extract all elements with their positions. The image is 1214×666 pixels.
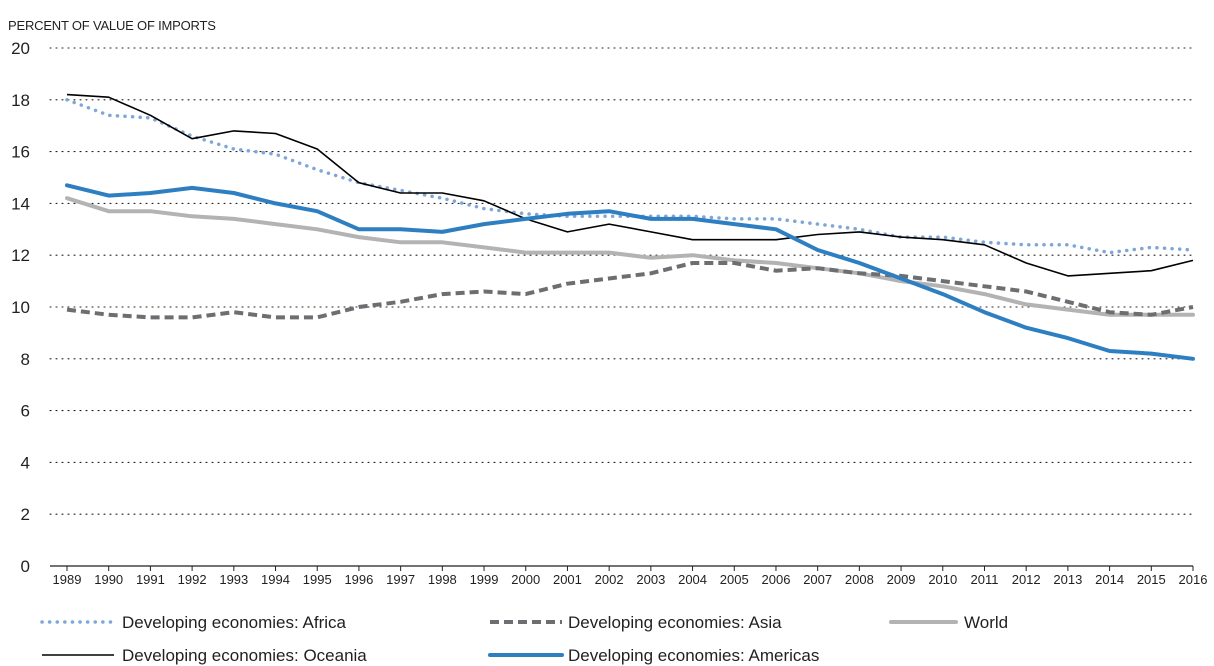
series-line: [66, 93, 1194, 277]
grid-lines: [49, 47, 1194, 515]
x-tick-label: 2009: [887, 572, 916, 587]
x-tick-label: 1990: [94, 572, 123, 587]
series-line: [65, 183, 1195, 361]
x-tick-label: 2011: [970, 572, 998, 587]
x-tick-label: 1991: [136, 572, 165, 587]
x-tick-label: 2013: [1053, 572, 1082, 587]
legend-label: Developing economies: Americas: [568, 646, 819, 665]
x-tick-label: 1997: [386, 572, 415, 587]
x-tick-label: 2008: [845, 572, 874, 587]
x-tick-label: 2010: [928, 572, 957, 587]
y-axis-ticks: 0 2 4 6 8 10 12 14 16 18 20: [11, 39, 30, 576]
x-tick-label: 2004: [678, 572, 707, 587]
x-tick-label: 1993: [219, 572, 248, 587]
y-tick-label: 2: [21, 505, 30, 524]
x-tick-label: 1995: [303, 572, 332, 587]
x-tick-label: 2000: [511, 572, 540, 587]
series-line: [66, 261, 1194, 320]
x-tick-label: 1999: [470, 572, 499, 587]
x-tick-label: 2014: [1095, 572, 1124, 587]
legend-label: World: [964, 613, 1008, 632]
series-lines: [65, 93, 1195, 361]
x-axis: 1989 1990 1991 1992 1993 1994 1995 1996 1997 1998…: [50, 565, 1208, 587]
y-axis-title: PERCENT OF VALUE OF IMPORTS: [8, 18, 216, 33]
y-tick-label: 18: [11, 91, 30, 110]
x-tick-label: 2006: [762, 572, 791, 587]
y-tick-label: 16: [11, 143, 30, 162]
x-tick-label: 2005: [720, 572, 749, 587]
series-line: [65, 98, 1195, 255]
legend-label: Developing economies: Asia: [568, 613, 782, 632]
legend-label: Developing economies: Oceania: [122, 646, 367, 665]
x-tick-label: 2001: [553, 572, 582, 587]
y-tick-label: 14: [11, 194, 30, 213]
y-tick-label: 0: [21, 557, 30, 576]
y-tick-label: 6: [21, 402, 30, 421]
x-tick-label: 2016: [1179, 572, 1208, 587]
y-tick-label: 12: [11, 246, 30, 265]
legend-label: Developing economies: Africa: [122, 613, 347, 632]
legend: Developing economies: Africa Developing e…: [40, 613, 1008, 665]
x-tick-label: 2007: [803, 572, 832, 587]
x-tick-label: 1996: [344, 572, 373, 587]
y-tick-label: 4: [21, 453, 30, 472]
y-tick-label: 10: [11, 298, 30, 317]
x-tick-label: 1989: [53, 572, 82, 587]
x-tick-label: 1994: [261, 572, 290, 587]
x-tick-label: 2002: [595, 572, 624, 587]
x-tick-label: 2012: [1012, 572, 1041, 587]
series-line: [65, 196, 1195, 317]
x-tick-label: 1998: [428, 572, 457, 587]
y-tick-label: 20: [11, 39, 30, 58]
x-tick-label: 2015: [1137, 572, 1166, 587]
x-tick-label: 2003: [636, 572, 665, 587]
y-tick-label: 8: [21, 350, 30, 369]
x-tick-label: 1992: [178, 572, 207, 587]
